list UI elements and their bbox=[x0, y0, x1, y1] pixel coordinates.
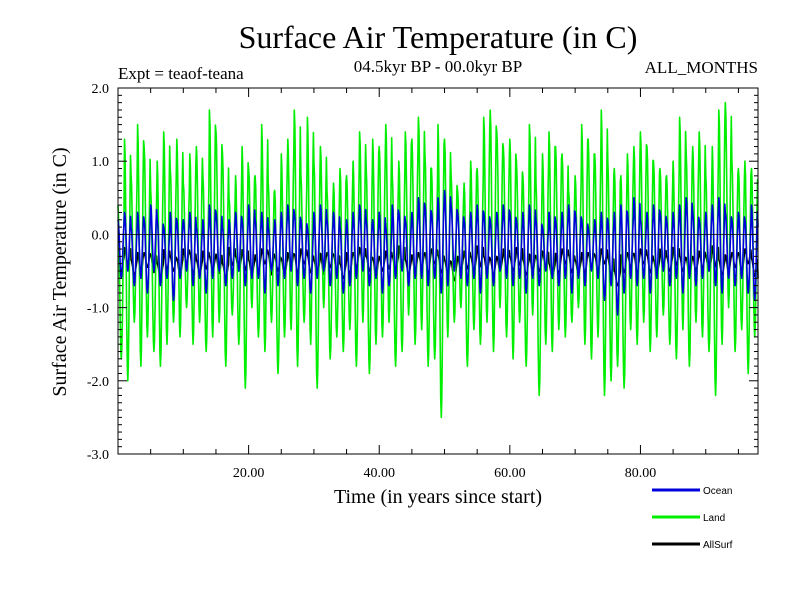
x-tick-label: 80.00 bbox=[625, 466, 657, 481]
axis-ticks bbox=[118, 87, 758, 455]
subtitle-months: ALL_MONTHS bbox=[645, 58, 758, 77]
plot-series-group bbox=[117, 101, 759, 419]
x-tick-labels: 20.00 40.00 60.00 80.00 bbox=[233, 466, 656, 481]
chart-title: Surface Air Temperature (in C) bbox=[239, 19, 638, 55]
legend: Ocean Land AllSurf bbox=[652, 486, 733, 551]
y-tick-label: -2.0 bbox=[87, 375, 109, 390]
series-line-ocean bbox=[117, 189, 759, 316]
legend-label-allsurf: AllSurf bbox=[703, 540, 733, 551]
x-axis-label: Time (in years since start) bbox=[334, 486, 542, 508]
x-tick-label: 20.00 bbox=[233, 466, 265, 481]
subtitle-expt: Expt = teaof-teana bbox=[118, 64, 244, 83]
y-tick-label: -3.0 bbox=[87, 448, 109, 463]
y-axis-label: Surface Air Temperature (in C) bbox=[49, 147, 71, 396]
y-tick-label: 0.0 bbox=[92, 228, 110, 243]
series-line-land bbox=[117, 101, 759, 419]
x-tick-label: 60.00 bbox=[494, 466, 526, 481]
y-tick-labels: -3.0 -2.0 -1.0 0.0 1.0 2.0 bbox=[87, 82, 109, 463]
y-tick-label: 2.0 bbox=[92, 82, 110, 97]
legend-label-ocean: Ocean bbox=[703, 486, 732, 497]
legend-label-land: Land bbox=[703, 513, 725, 524]
y-tick-label: -1.0 bbox=[87, 302, 109, 317]
y-tick-label: 1.0 bbox=[92, 155, 110, 170]
x-tick-label: 40.00 bbox=[363, 466, 395, 481]
subtitle-period: 04.5kyr BP - 00.0kyr BP bbox=[354, 57, 522, 76]
